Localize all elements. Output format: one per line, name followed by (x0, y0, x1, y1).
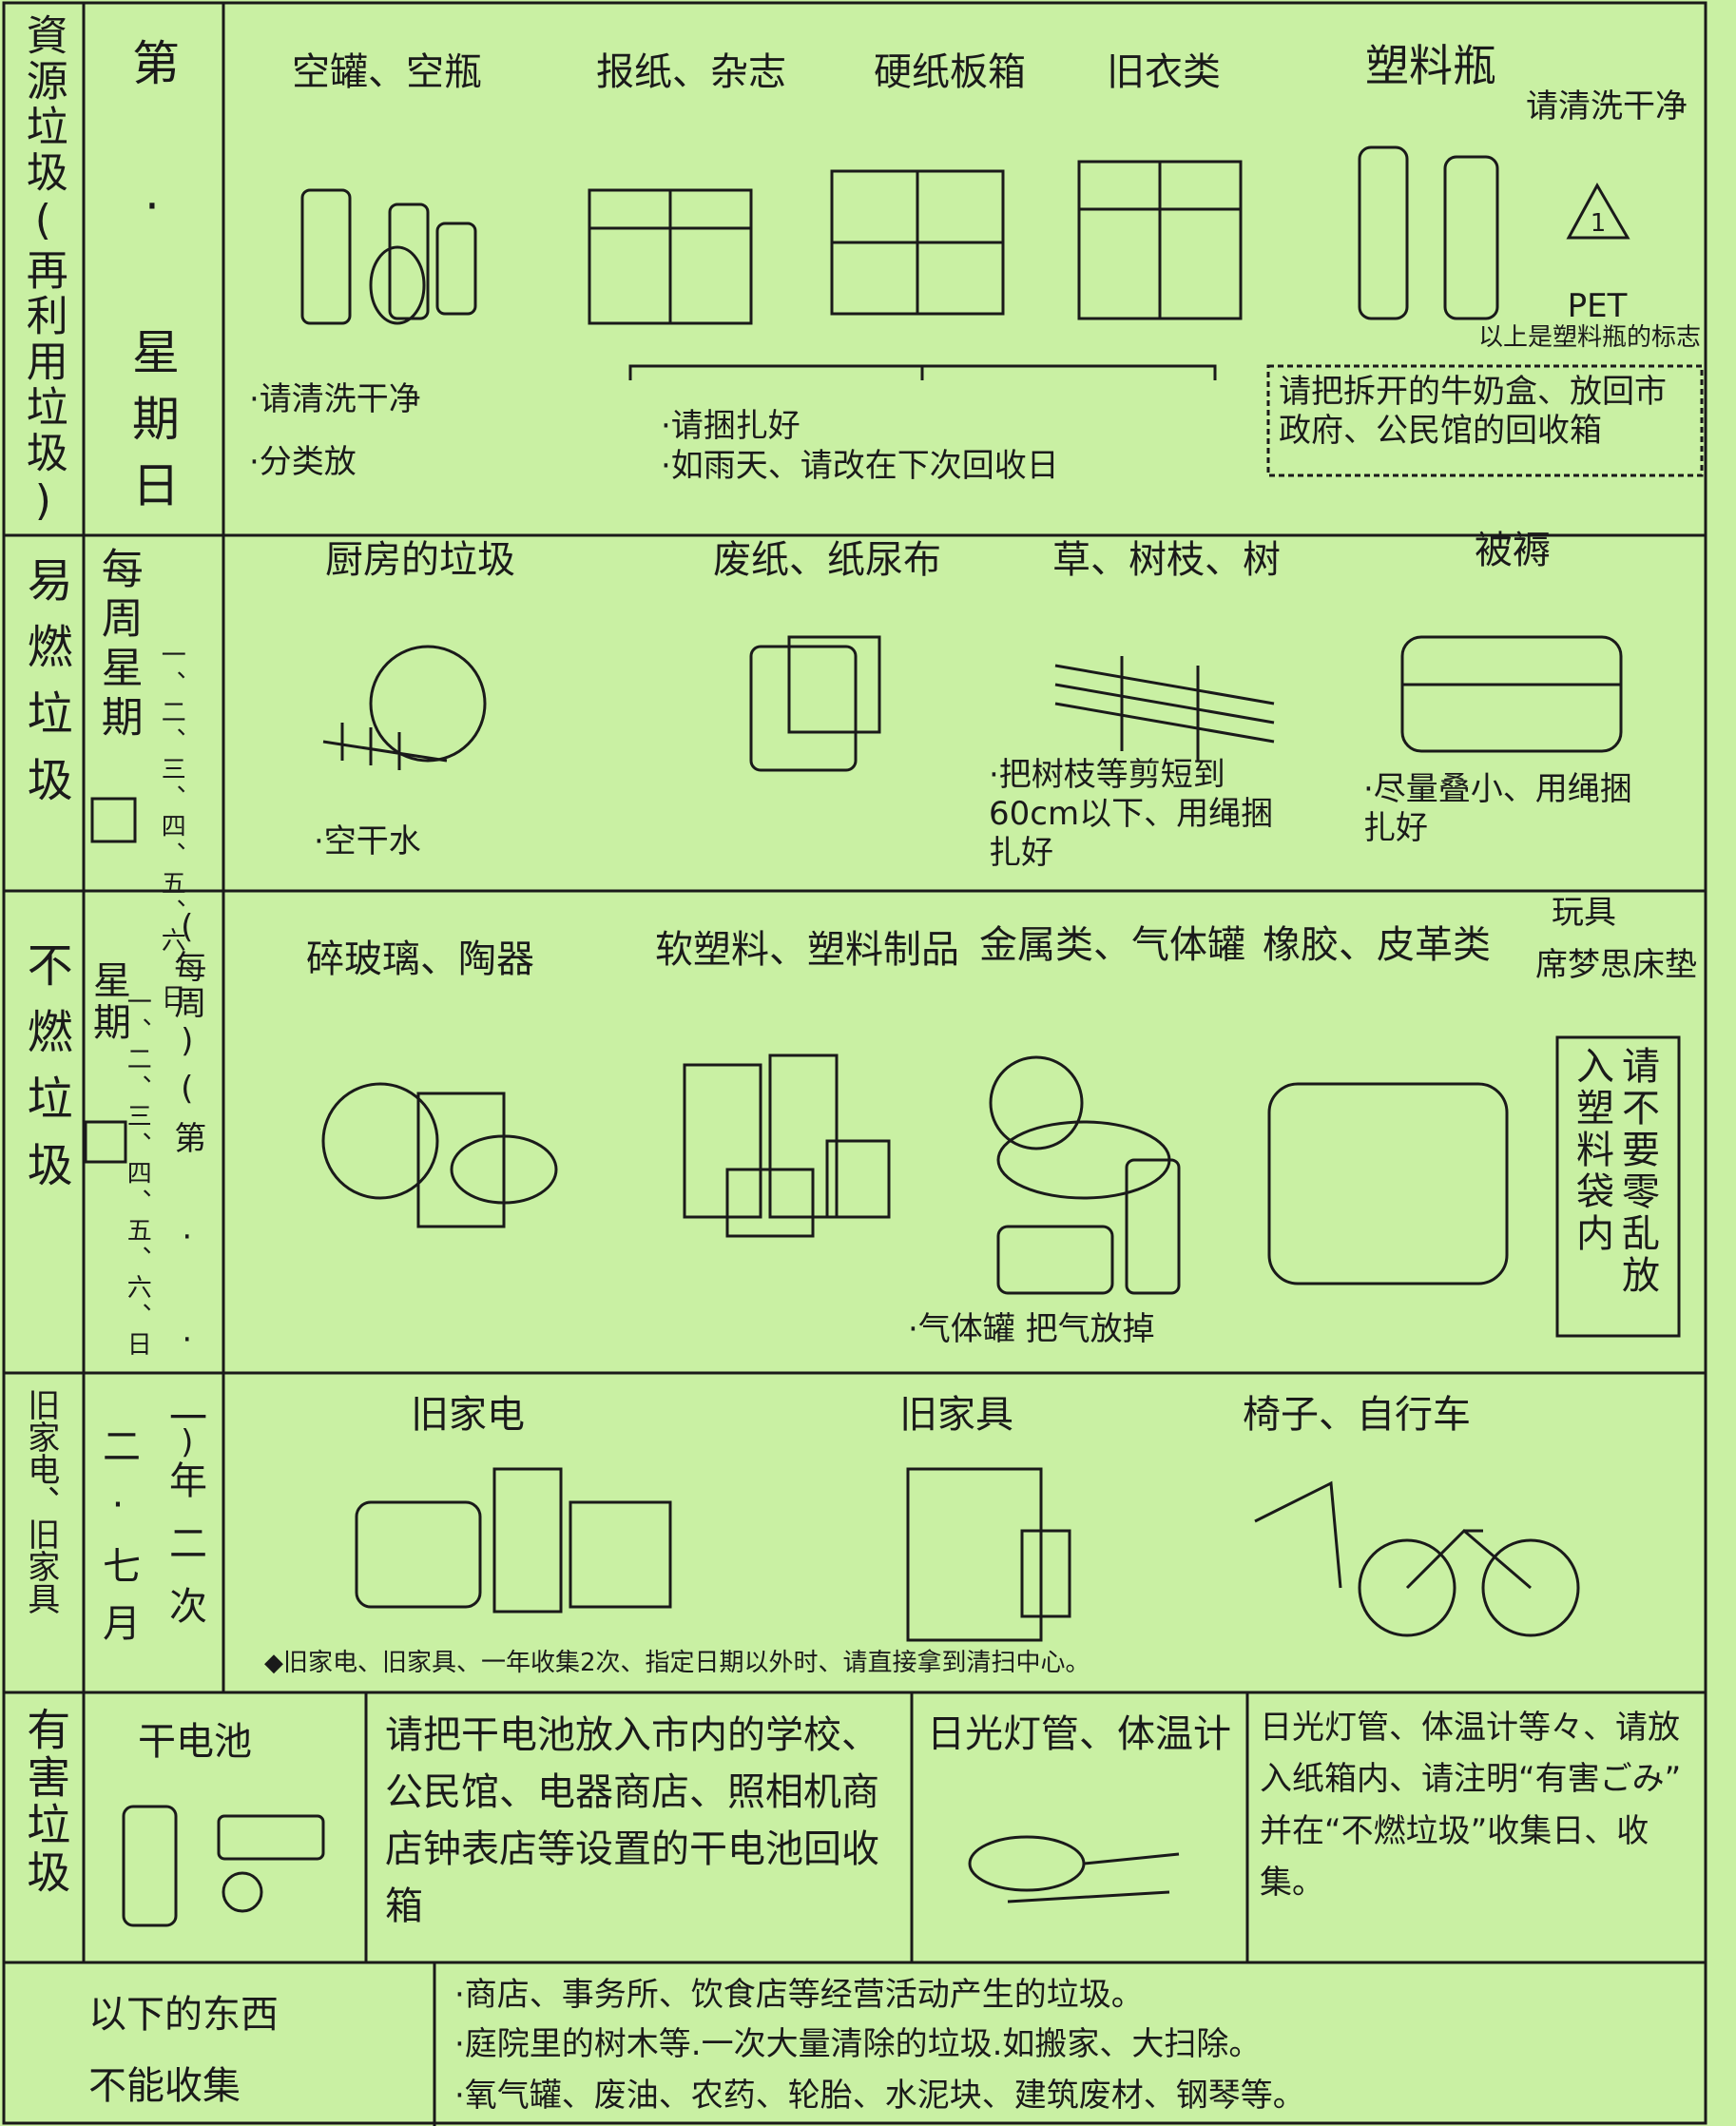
item-label: 废纸、纸尿布 (713, 538, 941, 582)
item-label: 席梦思床垫 (1535, 946, 1697, 984)
category-line: 以下的东西 (88, 1993, 279, 2037)
category: 不燃垃圾 (18, 941, 72, 1208)
pet-label: PET (1567, 287, 1628, 325)
weekdays: 一、二、三、四、五、六、日 (123, 989, 152, 1360)
item-label: 草、树枝、树 (1052, 538, 1281, 582)
item-label: 金属类、气体罐 (979, 923, 1245, 967)
pet-caption: 以上是塑料瓶的标志 (1477, 323, 1702, 352)
nth-week: (第 · · ) (167, 1070, 206, 1475)
note-box (1555, 1035, 1681, 1338)
note: ·庭院里的树木等.一次大量清除的垃圾.如搬家、大扫除。 (454, 2025, 1262, 2063)
note: ◆旧家电、旧家具、一年收集2次、指定日期以外时、请直接拿到清扫中心。 (264, 1649, 1090, 1677)
note: ·如雨天、请改在下次回收日 (661, 447, 1059, 485)
category: 有害垃圾 (20, 1707, 72, 1897)
schedule: 星期 (87, 960, 130, 1044)
illustration (122, 145, 1630, 1927)
item-label: 干电池 (138, 1720, 252, 1764)
pet-note: 请清洗干净 (1526, 87, 1688, 126)
category-line: 不能收集 (88, 2064, 241, 2108)
blank-box (84, 1120, 127, 1164)
note: ·请清洗干净 (249, 380, 421, 418)
category: 易燃垃圾 (18, 556, 72, 822)
item-label: 空罐、空瓶 (292, 50, 482, 94)
note-box (1266, 364, 1704, 477)
pet-mark: 1 (1590, 209, 1607, 238)
note: ·分类放 (249, 443, 357, 481)
note: ·氧气罐、废油、农药、轮胎、水泥块、建筑废材、钢琴等。 (454, 2077, 1305, 2115)
note: ·气体罐 把气放掉 (908, 1310, 1155, 1348)
item-label: 软塑料、塑料制品 (655, 928, 959, 972)
category: 旧家电、旧家具 (21, 1388, 60, 1614)
schedule: 第 · 星期日 (125, 38, 180, 527)
item-label: 日光灯管、体温计 (927, 1712, 1231, 1756)
weekdays: 一、二、三、四、五、六、日 (157, 642, 186, 1013)
item-label: 橡胶、皮革类 (1263, 923, 1491, 967)
item-label: 旧家具 (899, 1393, 1013, 1437)
note: ·请捆扎好 (661, 407, 800, 445)
item-label: 椅子、自行车 (1243, 1393, 1471, 1437)
note: 请把干电池放入市内的学校、公民馆、电器商店、照相机商店钟表店等设置的干电池回收箱 (385, 1713, 879, 1928)
item-label: 玩具 (1552, 894, 1616, 932)
note: 日光灯管、体温计等々、请放入纸箱内、请注明“有害ごみ”并在“不燃垃圾”收集日、收… (1260, 1709, 1682, 1903)
schedule: 一年二次 (163, 1398, 206, 1649)
item-label: 旧家电 (411, 1393, 525, 1437)
item-label: 厨房的垃圾 (325, 538, 515, 582)
item-label: 塑料瓶 (1365, 40, 1496, 91)
box-note: 请不要零乱放入塑料袋内 (1570, 1046, 1659, 1297)
schedule: 每周星期 (93, 547, 143, 744)
item-label: 旧衣类 (1107, 50, 1221, 94)
category: 資源垃圾(再利用垃圾) (18, 13, 68, 529)
note: ·尽量叠小、用绳捆扎好 (1363, 770, 1632, 847)
box-note: 请把拆开的牛奶盒、放回市政府、公民馆的回收箱 (1279, 373, 1667, 450)
item-label: 报纸、杂志 (596, 50, 786, 94)
months: 二·七月 (96, 1426, 140, 1660)
note: ·商店、事务所、饮食店等经营活动产生的垃圾。 (454, 1976, 1144, 2014)
note: ·把树枝等剪短到60cm以下、用绳捆扎好 (989, 756, 1274, 872)
blank-box (90, 797, 137, 843)
item-label: 硬纸板箱 (874, 50, 1026, 94)
item-label: 被褥 (1475, 529, 1551, 572)
note: ·空干水 (314, 822, 421, 860)
item-label: 碎玻璃、陶器 (306, 937, 534, 981)
every-week: (每周) (167, 908, 206, 1064)
